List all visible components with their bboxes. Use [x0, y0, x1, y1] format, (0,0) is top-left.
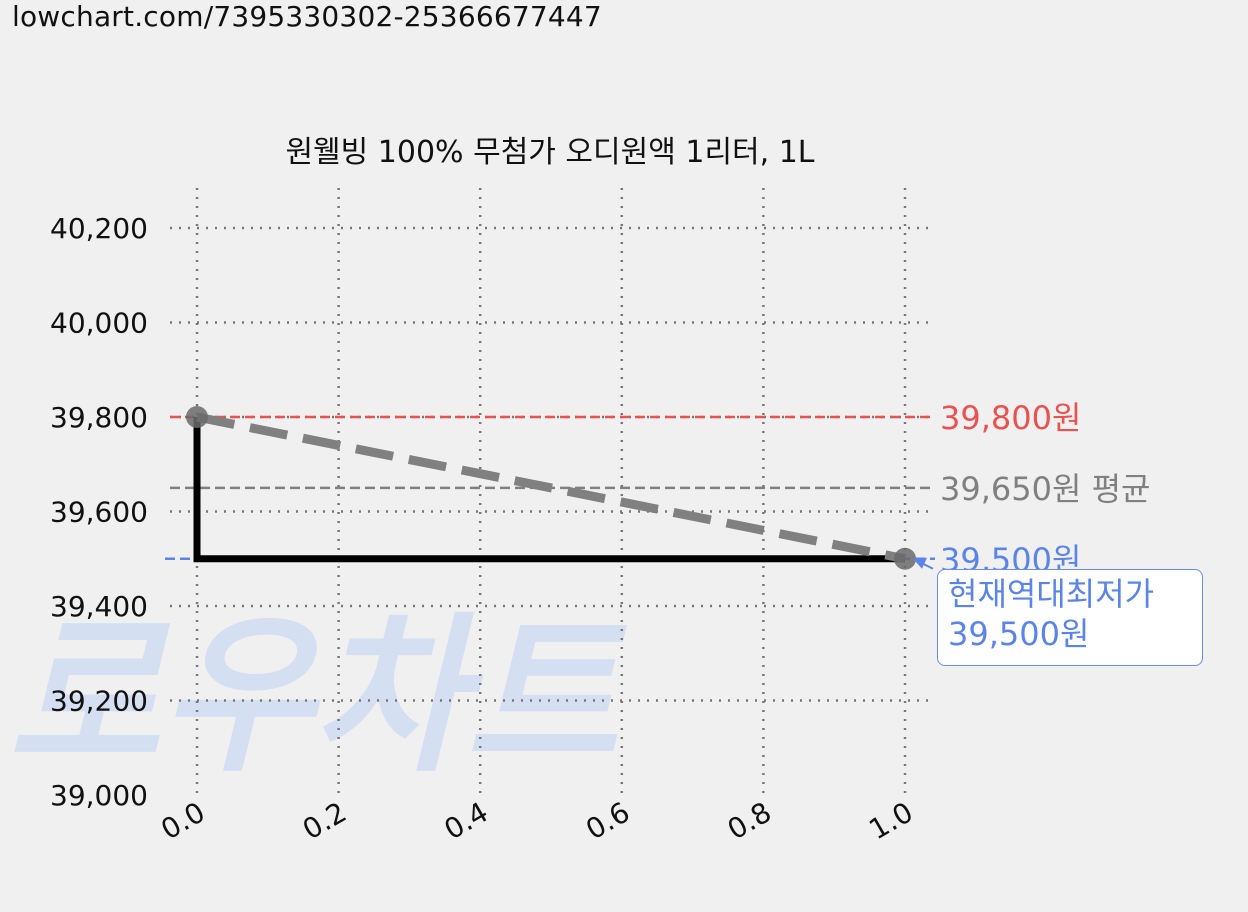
y-tick-label-2: 39,400 — [50, 590, 148, 623]
watermark-text: 로우차트 — [8, 598, 627, 796]
y-tick-label-5: 40,000 — [50, 307, 148, 340]
x-tick-label-4: 0.8 — [722, 795, 777, 846]
y-tick-label-1: 39,200 — [50, 685, 148, 718]
x-tick-label-5: 1.0 — [863, 795, 918, 846]
series — [186, 406, 934, 570]
chart-title: 원웰빙 100% 무첨가 오디원액 1리터, 1L — [285, 135, 814, 170]
y-tick-label-3: 39,600 — [50, 496, 148, 529]
y-tick-label-0: 39,000 — [50, 779, 148, 812]
data-point-1 — [894, 547, 916, 570]
data-point-0 — [186, 406, 208, 428]
callout-line-2: 39,500원 — [948, 615, 1090, 653]
x-tick-label-0: 0.0 — [155, 795, 210, 846]
x-tick-label-2: 0.4 — [439, 795, 494, 846]
series-step-line — [193, 417, 905, 563]
watermark: 로우차트 — [8, 598, 627, 796]
callout-arrow-head — [913, 557, 927, 569]
y-tick-label-6: 40,200 — [50, 212, 148, 245]
callout-line-1: 현재역대최저가 — [948, 575, 1155, 613]
y-tick-label-4: 39,800 — [50, 401, 148, 434]
page-url: lowchart.com/7395330302-25366677447 — [12, 0, 602, 33]
series-trend-line — [196, 412, 906, 564]
lowest-price-callout: 현재역대최저가 39,500원 — [937, 569, 1203, 666]
ref-label-avg: 39,650원 평균 — [940, 470, 1150, 508]
x-tick-label-3: 0.6 — [580, 795, 635, 846]
x-tick-label-1: 0.2 — [297, 795, 352, 846]
ref-label-max: 39,800원 — [940, 399, 1081, 437]
